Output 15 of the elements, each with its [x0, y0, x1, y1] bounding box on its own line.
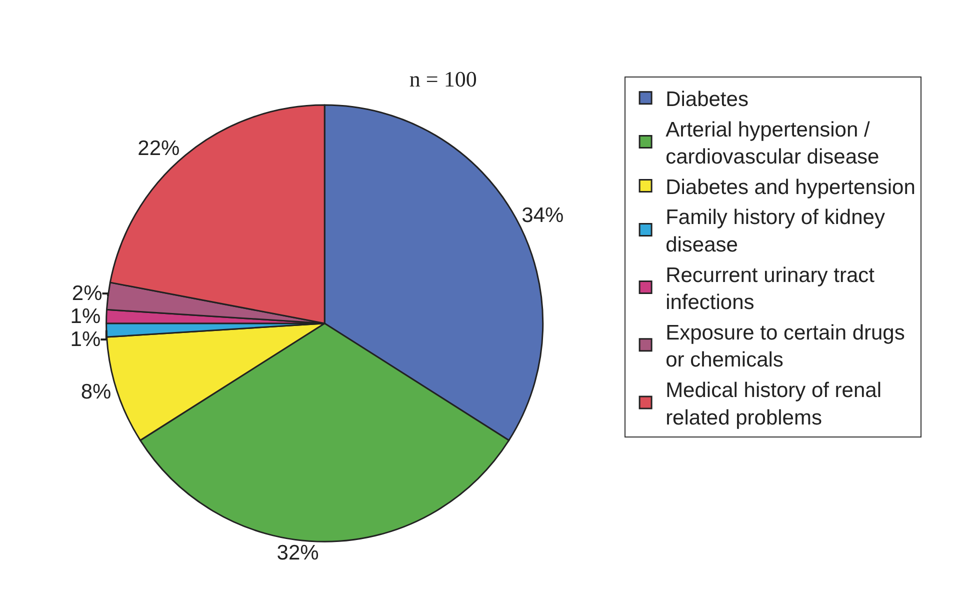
chart-title: n = 100 [409, 66, 477, 92]
data-label: 22% [138, 136, 180, 160]
data-label: 32% [276, 542, 319, 565]
legend-label: Family history of kidney disease [666, 206, 886, 257]
data-label: 2% [72, 282, 102, 305]
data-label: 1% [70, 328, 101, 351]
legend-label: Recurrent urinary tract infections [666, 264, 875, 314]
legend-label: Medical history of renal related problems [666, 379, 882, 430]
data-label: 1% [70, 304, 101, 328]
legend-label: Diabetes and hypertension [666, 176, 916, 199]
legend-label: Arterial hypertension / cardiovascular disease [666, 118, 880, 169]
legend-label: Diabetes [666, 88, 748, 112]
data-label: 34% [522, 204, 564, 228]
data-label: 8% [80, 380, 112, 404]
legend-label: Exposure to certain drugs or chemicals [666, 321, 905, 372]
